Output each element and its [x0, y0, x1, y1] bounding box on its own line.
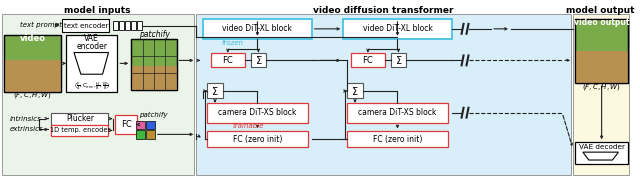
Text: video diffusion transformer: video diffusion transformer [314, 6, 454, 15]
Text: text prompt: text prompt [20, 22, 61, 28]
Text: extrinsics: extrinsics [10, 127, 44, 132]
Text: video DiT-XL block: video DiT-XL block [362, 24, 433, 33]
Text: $\Sigma$: $\Sigma$ [395, 54, 403, 66]
Bar [62, 19, 109, 32]
Text: $(\frac{F}{4},C_{\rm enc},\frac{H}{8},\frac{W}{8})$: $(\frac{F}{4},C_{\rm enc},\frac{H}{8},\f… [74, 80, 110, 92]
Bar [207, 103, 308, 123]
Text: patchify: patchify [139, 112, 167, 118]
Text: camera DiT-XS block: camera DiT-XS block [218, 108, 296, 117]
Bar [347, 83, 363, 98]
Bar [573, 14, 629, 175]
Text: VAE decoder: VAE decoder [579, 144, 625, 150]
Bar [207, 131, 308, 147]
Bar [51, 125, 109, 136]
Bar [131, 39, 177, 90]
Bar [250, 53, 266, 67]
Bar [4, 35, 61, 92]
Text: intrinsics: intrinsics [10, 116, 42, 122]
Text: FC (zero init): FC (zero init) [372, 135, 422, 144]
Bar [137, 21, 142, 30]
Text: video output: video output [574, 18, 629, 27]
Text: text encoder: text encoder [63, 23, 108, 29]
Text: trainable: trainable [233, 123, 264, 129]
Text: frozen: frozen [222, 40, 244, 46]
Bar [146, 130, 155, 139]
Text: 1D temp. encoder: 1D temp. encoder [50, 127, 110, 133]
Bar [136, 121, 145, 129]
Bar [196, 14, 571, 175]
Bar [4, 60, 61, 92]
Text: FC: FC [223, 56, 233, 65]
Text: Plücker: Plücker [66, 114, 94, 123]
Bar [4, 35, 61, 92]
Text: model output: model output [566, 6, 635, 15]
Bar [125, 21, 130, 30]
Bar [115, 115, 137, 134]
Text: model inputs: model inputs [65, 6, 131, 15]
Bar [351, 53, 385, 67]
Bar [203, 19, 312, 39]
Bar [131, 21, 136, 30]
Bar [575, 51, 628, 83]
Bar [146, 121, 155, 129]
Text: video: video [20, 34, 45, 43]
Bar [136, 130, 145, 139]
Bar [390, 53, 406, 67]
Bar [575, 19, 628, 83]
Bar [575, 142, 628, 164]
Bar [51, 113, 109, 125]
Bar [119, 21, 124, 30]
Bar [131, 39, 177, 90]
Text: camera DiT-XS block: camera DiT-XS block [358, 108, 436, 117]
Bar [347, 131, 448, 147]
Bar [343, 19, 452, 39]
Text: FC (zero init): FC (zero init) [233, 135, 282, 144]
Text: encoder: encoder [76, 42, 108, 51]
Text: $(F,C,H,W)$: $(F,C,H,W)$ [582, 82, 621, 92]
Bar [207, 83, 223, 98]
Text: VAE: VAE [84, 34, 99, 43]
Text: $(F,C,H,W)$: $(F,C,H,W)$ [13, 90, 52, 100]
Text: $\Sigma$: $\Sigma$ [351, 85, 359, 97]
Bar [66, 35, 117, 92]
Text: FC: FC [121, 120, 132, 129]
Text: FC: FC [362, 56, 373, 65]
Bar [2, 14, 195, 175]
Text: $\Sigma$: $\Sigma$ [211, 85, 219, 97]
Bar [575, 19, 628, 83]
Text: patchify: patchify [140, 30, 170, 39]
Bar [113, 21, 118, 30]
Text: video DiT-XL block: video DiT-XL block [223, 24, 292, 33]
Bar [131, 66, 177, 90]
Text: $\Sigma$: $\Sigma$ [255, 54, 262, 66]
Bar [211, 53, 244, 67]
Bar [347, 103, 448, 123]
